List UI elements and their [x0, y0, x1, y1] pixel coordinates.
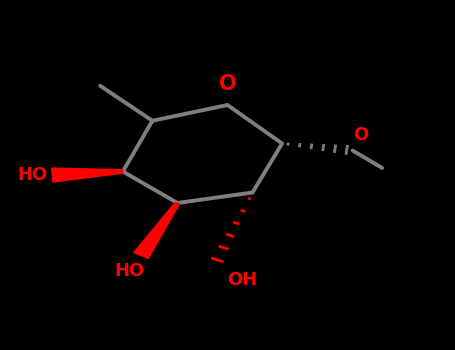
Text: HO: HO: [18, 166, 48, 184]
Polygon shape: [52, 168, 123, 182]
Text: O: O: [354, 126, 369, 144]
Text: O: O: [219, 75, 236, 94]
Polygon shape: [134, 202, 179, 258]
Text: HO: HO: [115, 262, 145, 280]
Text: OH: OH: [228, 271, 258, 289]
